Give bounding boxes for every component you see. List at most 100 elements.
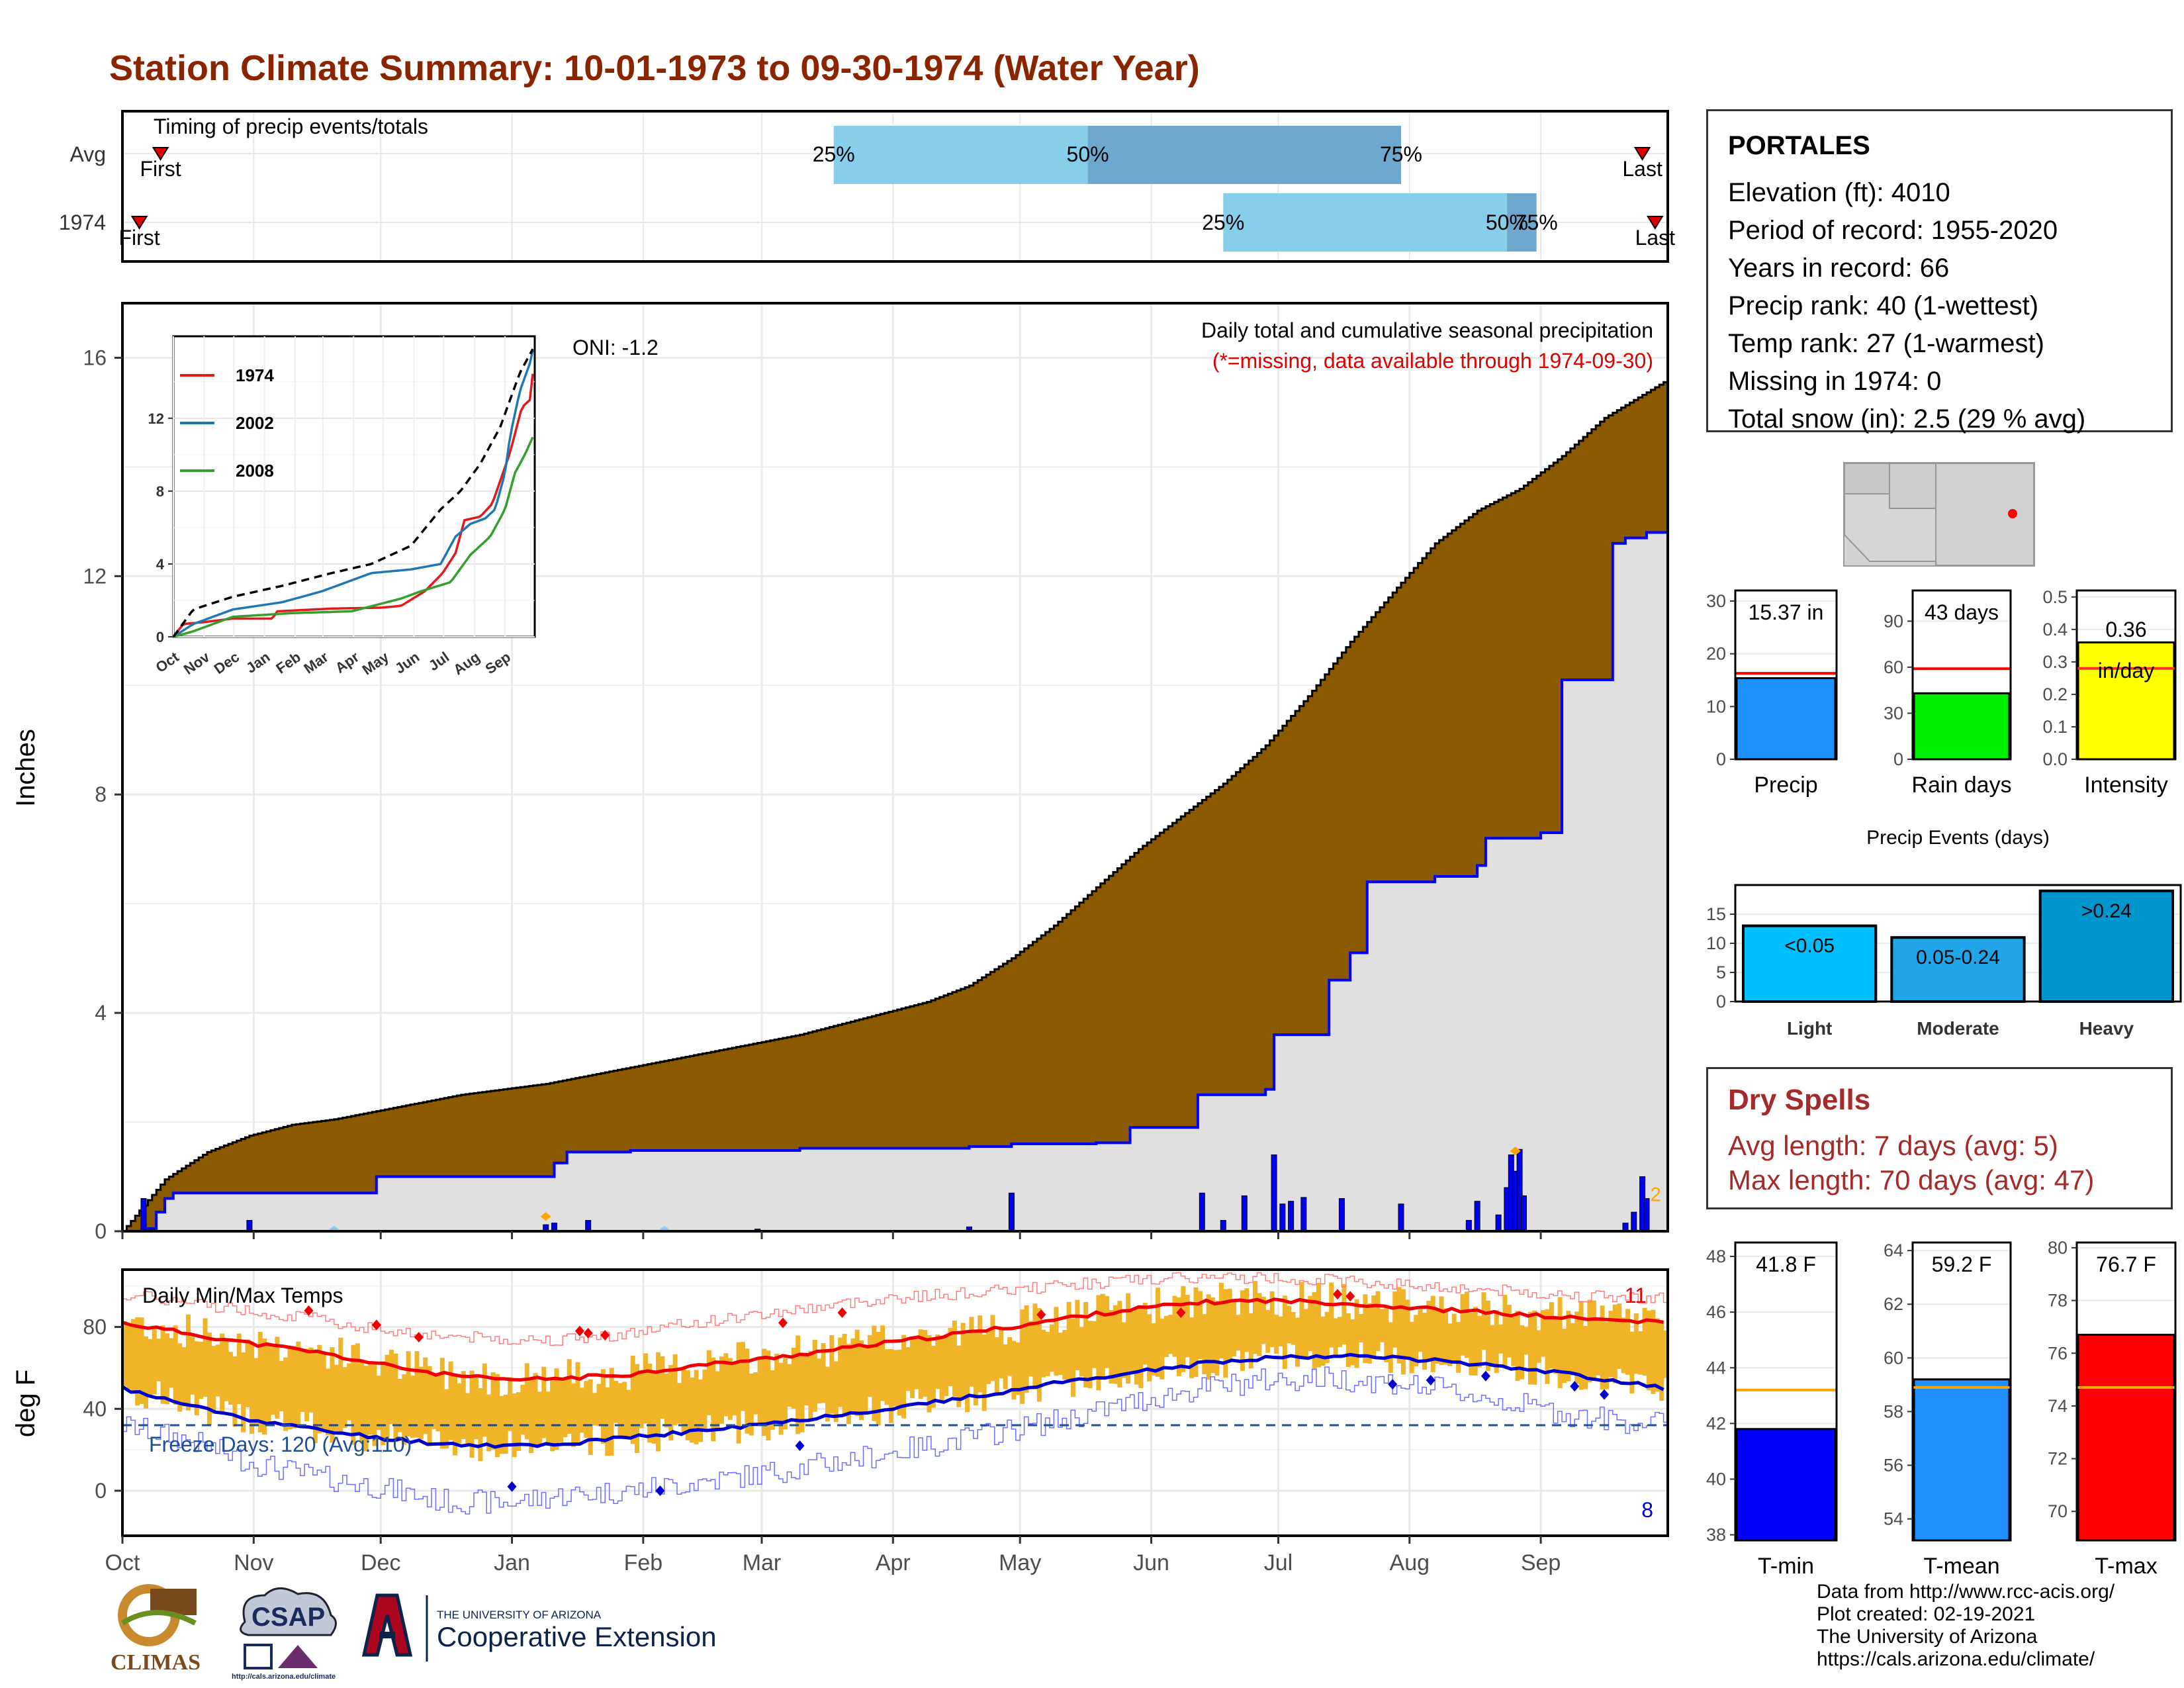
daily-temp-bar: [778, 1362, 784, 1435]
daily-temp-bar: [473, 1378, 478, 1440]
daily-temp-bar: [1320, 1316, 1326, 1366]
record-low-count: 8: [1641, 1498, 1653, 1522]
daily-temp-bar: [685, 1370, 690, 1440]
daily-temp-bar: [1218, 1282, 1224, 1358]
daily-temp-bar: [545, 1391, 551, 1446]
daily-temp-bar: [520, 1384, 525, 1435]
y-tick-label: 78: [2048, 1291, 2068, 1311]
y-tick-label: 80: [83, 1315, 107, 1339]
daily-temp-bar: [1583, 1326, 1588, 1389]
daily-temp-bar: [393, 1353, 398, 1442]
daily-temp-bar: [181, 1347, 187, 1407]
avg-cumulative-area: [122, 379, 1668, 1232]
daily-temp-bar: [821, 1343, 826, 1403]
daily-temp-bar: [1248, 1313, 1253, 1369]
y-tick-label: 0.3: [2042, 652, 2068, 672]
y-tick-label: 0: [1893, 749, 1903, 769]
daily-temp-bar: [1185, 1295, 1190, 1358]
chart-title: Daily total and cumulative seasonal prec…: [1201, 318, 1653, 342]
daily-temp-bar: [253, 1358, 259, 1425]
bar-plot-frame: [2075, 1241, 2177, 1542]
category-label: T-mean: [1923, 1554, 1999, 1579]
event-category-label: Heavy: [2079, 1018, 2134, 1039]
timing-marker: [1647, 216, 1664, 230]
daily-temp-bar: [135, 1317, 140, 1406]
event-bar-label: 0.05-0.24: [1916, 947, 2000, 968]
daily-temp-bar: [787, 1364, 792, 1407]
daily-temp-bar: [1422, 1313, 1427, 1370]
locator-map: [1843, 462, 2035, 567]
category-label: T-min: [1758, 1554, 1814, 1579]
daily-temp-bar: [1147, 1314, 1152, 1382]
daily-temp-bar: [1350, 1319, 1355, 1366]
daily-temp-bar: [381, 1361, 386, 1446]
daily-temp-bar: [893, 1350, 898, 1407]
daily-temp-bar: [1485, 1300, 1490, 1372]
daily-temp-bar: [1312, 1291, 1317, 1370]
daily-temp-bar: [1070, 1318, 1075, 1397]
daily-temp-bar: [1079, 1327, 1084, 1377]
daily-temp-bar: [1295, 1317, 1300, 1367]
y-tick-label: 20: [1706, 644, 1726, 664]
daily-temp-bar: [1287, 1305, 1292, 1344]
daily-temp-bar: [1473, 1307, 1478, 1376]
daily-temp-bar: [1456, 1322, 1461, 1373]
daily-temp-bar: [529, 1378, 534, 1454]
daily-temp-bar: [1642, 1307, 1647, 1376]
daily-temp-bar: [355, 1343, 360, 1433]
bar-avg-25-50: [833, 126, 1088, 184]
daily-temp-bar: [508, 1377, 513, 1431]
station-info-box: PORTALES Elevation (ft): 4010 Period of …: [1706, 109, 2173, 434]
daily-temp-bar: [592, 1393, 598, 1426]
daily-temp-bar: [1342, 1284, 1347, 1344]
daily-temp-bar: [1388, 1322, 1393, 1374]
daily-temp-bar: [533, 1373, 538, 1447]
daily-temp-bar: [287, 1348, 293, 1430]
daily-temp-bar: [656, 1352, 661, 1452]
y-tick-label: 30: [1884, 703, 1903, 723]
daily-temp-bar: [1363, 1294, 1368, 1364]
daily-temp-bar: [1414, 1315, 1419, 1367]
plot-frame: [121, 302, 1669, 1233]
y-tick-label: 0.1: [2042, 717, 2068, 737]
record-low-marker: [1600, 1389, 1610, 1400]
record-low-marker: [1426, 1374, 1435, 1385]
timing-marker: [1633, 147, 1651, 161]
credit-line: Data from http://www.rcc-acis.org/: [1817, 1581, 2115, 1603]
daily-temp-bar: [965, 1333, 970, 1413]
1974-last-label: Last: [1635, 226, 1676, 250]
daily-temp-bar: [664, 1373, 669, 1428]
daily-temp-bar: [1024, 1305, 1029, 1393]
daily-temp-bar: [1324, 1311, 1330, 1364]
avg-first-label: First: [140, 157, 181, 181]
daily-temp-bar: [1591, 1300, 1596, 1378]
daily-temp-bar: [185, 1314, 191, 1411]
y-tick-label: 48: [1706, 1246, 1726, 1266]
daily-precip-bar: [1643, 1198, 1650, 1232]
daily-temp-bar: [262, 1338, 267, 1435]
daily-temp-bar: [1303, 1309, 1308, 1360]
daily-temp-bar: [1274, 1315, 1279, 1354]
page-title: Station Climate Summary: 10-01-1973 to 0…: [109, 48, 1200, 88]
month-label: Jun: [1133, 1550, 1169, 1575]
daily-temp-bar: [630, 1355, 635, 1444]
daily-temp-bar: [1384, 1307, 1389, 1363]
daily-temp-bar: [715, 1371, 720, 1430]
record-high-marker: [574, 1325, 584, 1336]
daily-temp-bar: [152, 1329, 157, 1395]
daily-temp-bar: [490, 1372, 496, 1450]
y-tick-label: 12: [83, 564, 107, 588]
daily-temp-bar: [312, 1352, 318, 1444]
daily-temp-bar: [1367, 1303, 1372, 1364]
y-tick-label: 38: [1706, 1525, 1726, 1545]
y-tick-label: 30: [1706, 591, 1726, 611]
daily-temp-bar: [647, 1363, 653, 1443]
daily-temp-bar: [668, 1365, 674, 1441]
daily-temp-bar: [359, 1359, 365, 1444]
daily-temp-bar: [541, 1366, 547, 1438]
logos-strip: CLIMAS CSAP http://cals.arizona.edu/clim…: [111, 1584, 717, 1681]
record-high-marker: [304, 1305, 314, 1316]
daily-temp-bar: [677, 1383, 682, 1424]
event-bar-label: >0.24: [2081, 900, 2132, 922]
inset-y-tick-label: 0: [156, 629, 164, 645]
